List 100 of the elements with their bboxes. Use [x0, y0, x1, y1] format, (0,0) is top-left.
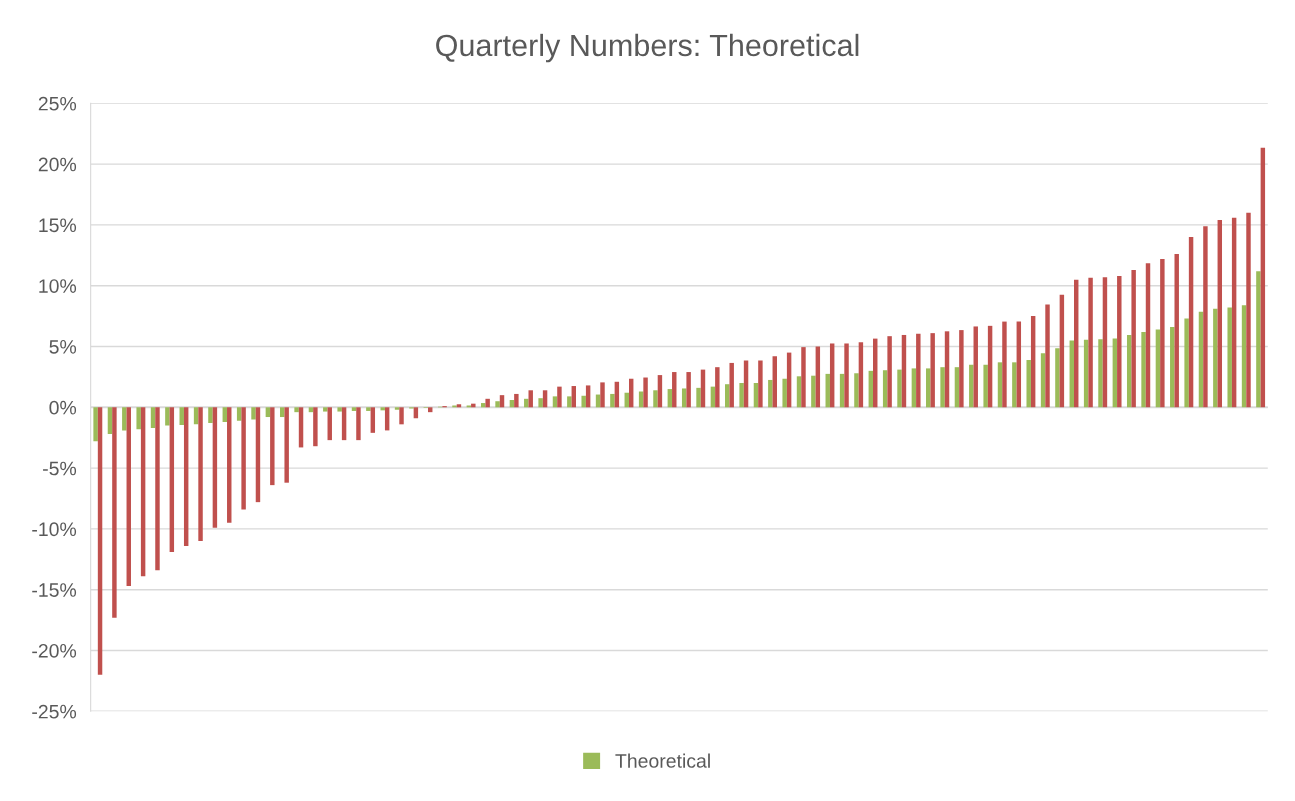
bar — [97, 407, 103, 675]
bar — [284, 407, 289, 483]
bar — [1188, 237, 1194, 408]
bar — [198, 407, 203, 542]
bar — [528, 390, 533, 408]
bar — [1155, 329, 1161, 408]
bar — [758, 360, 763, 408]
y-tick-label: 15% — [39, 218, 77, 233]
y-tick-label: 20% — [38, 157, 77, 172]
y-tick-label: -25% — [32, 704, 77, 719]
bar — [270, 407, 275, 486]
bar — [1213, 308, 1218, 408]
bar — [768, 379, 773, 408]
bar — [356, 407, 361, 441]
bar — [926, 368, 931, 408]
bar — [323, 407, 328, 412]
bar — [729, 362, 734, 408]
bar — [265, 407, 271, 418]
bar — [1055, 348, 1060, 408]
y-tick-label: -15% — [32, 583, 77, 597]
bar — [581, 395, 586, 408]
bar — [155, 407, 160, 571]
bar — [1174, 254, 1179, 408]
bar — [1012, 362, 1017, 408]
bar — [796, 376, 802, 408]
bar — [882, 370, 888, 408]
bar — [739, 382, 744, 408]
bar — [997, 362, 1003, 408]
bar — [1217, 220, 1223, 408]
bar — [1088, 277, 1093, 408]
bar — [1002, 321, 1007, 408]
bar — [653, 390, 658, 408]
bar — [255, 407, 261, 503]
bar — [696, 387, 701, 408]
bar — [1030, 316, 1036, 408]
bar — [1160, 258, 1165, 408]
bar — [610, 393, 615, 408]
bar — [514, 393, 519, 408]
bar — [930, 333, 935, 408]
bar — [743, 360, 749, 408]
bar — [844, 343, 849, 408]
bar — [126, 407, 131, 587]
bar — [887, 336, 892, 408]
bar — [940, 367, 945, 408]
y-tick-label: 10% — [39, 279, 77, 293]
bar — [811, 375, 816, 408]
bar — [911, 368, 917, 408]
bar — [308, 407, 314, 413]
y-tick-label: -10% — [32, 522, 77, 537]
bar — [1170, 327, 1175, 408]
bar — [801, 347, 806, 408]
bar — [208, 407, 213, 424]
bar — [973, 326, 978, 408]
bar — [1040, 353, 1046, 408]
bar — [341, 407, 347, 441]
bar — [1145, 263, 1151, 408]
bar — [959, 330, 964, 408]
bar — [471, 403, 476, 408]
bar — [567, 396, 572, 408]
legend-label: Theoretical — [615, 753, 710, 768]
bar — [1102, 277, 1108, 408]
bar — [1231, 217, 1237, 408]
chart-title: Quarterly Numbers: Theoretical — [436, 33, 859, 63]
bar — [854, 373, 859, 408]
bar — [1227, 307, 1232, 408]
bar — [183, 407, 189, 546]
bar — [280, 407, 285, 418]
bar — [1256, 271, 1261, 408]
bar — [944, 331, 950, 408]
bar — [1117, 275, 1122, 408]
bar — [327, 407, 332, 441]
bar — [380, 407, 385, 411]
bar — [241, 407, 246, 510]
bar — [686, 372, 691, 408]
bar — [538, 398, 543, 408]
bar — [1260, 147, 1266, 408]
bar — [212, 407, 218, 528]
bar — [858, 342, 864, 408]
bar — [136, 407, 141, 430]
bar — [897, 369, 902, 408]
bar — [1141, 331, 1146, 408]
bar — [428, 407, 433, 413]
bar — [165, 407, 170, 426]
bar — [236, 407, 242, 421]
y-tick-label: 5% — [49, 340, 77, 354]
bar — [1241, 305, 1247, 408]
bar — [643, 377, 648, 408]
bar — [1026, 359, 1031, 408]
bar — [1045, 304, 1050, 408]
bar — [107, 407, 113, 435]
bar — [1246, 212, 1251, 408]
bar — [1184, 318, 1189, 408]
bar — [222, 407, 228, 422]
bar — [969, 364, 974, 408]
bar — [399, 407, 404, 425]
bar — [715, 367, 720, 408]
bar — [1203, 226, 1208, 408]
bar — [916, 333, 921, 408]
bar — [829, 343, 835, 408]
bar — [600, 382, 605, 408]
